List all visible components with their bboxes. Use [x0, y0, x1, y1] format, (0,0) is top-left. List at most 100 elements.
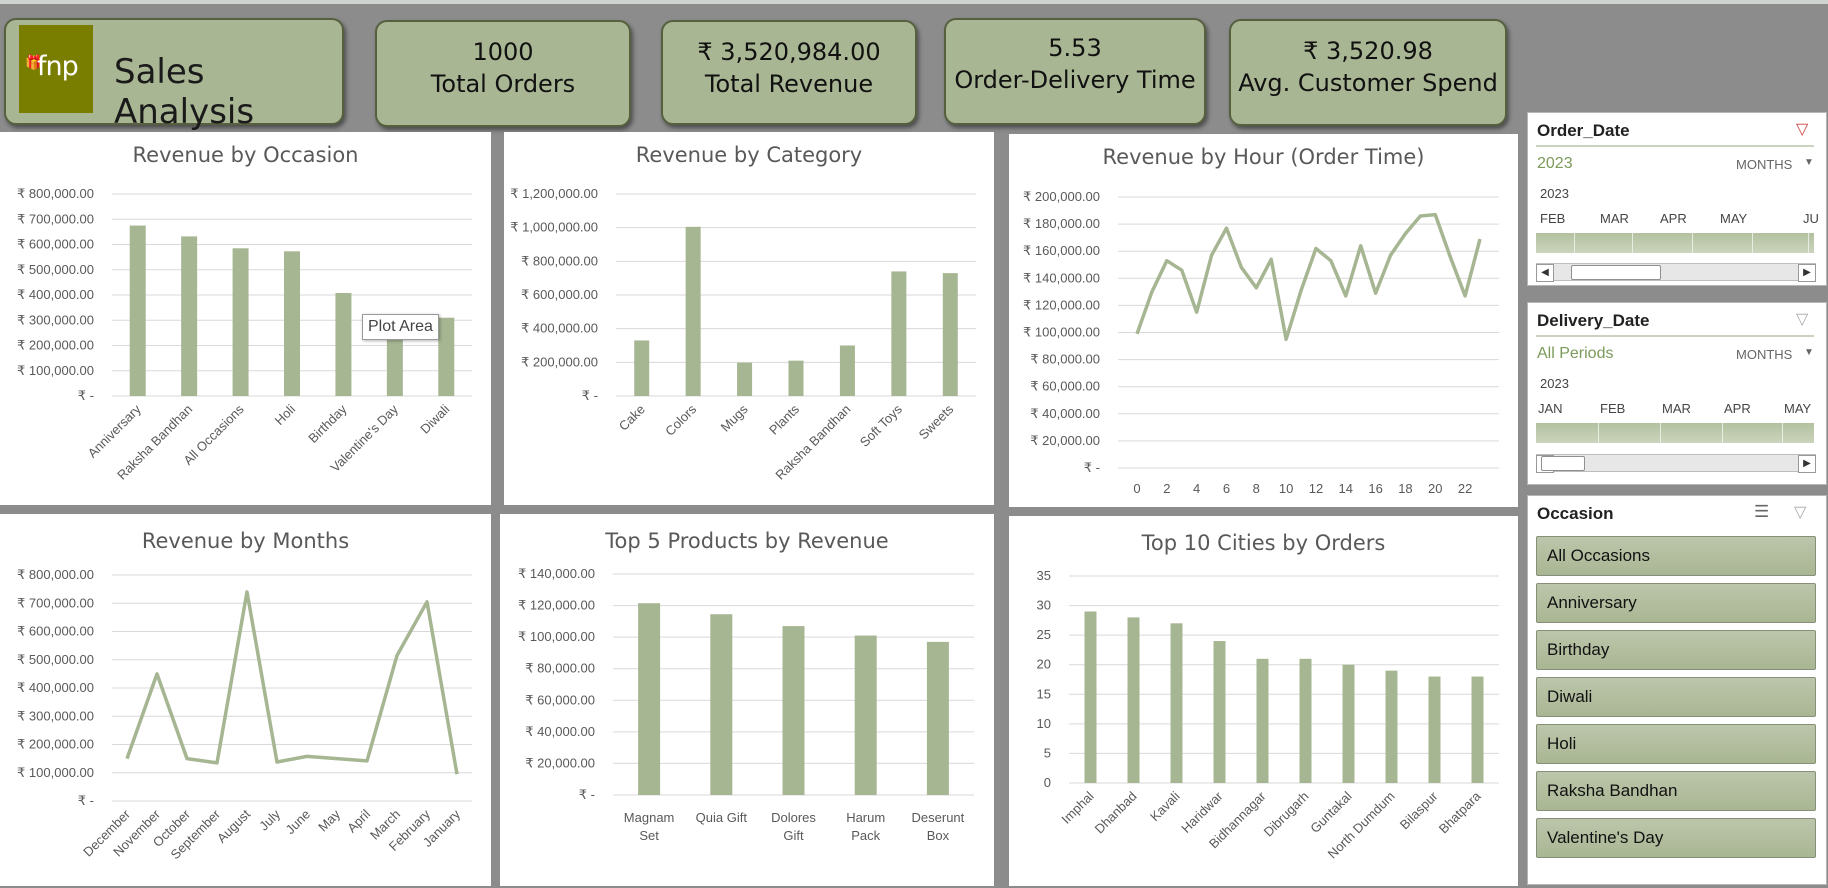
y-tick-label: ₹ 600,000.00: [521, 287, 598, 302]
chart-title: Revenue by Hour (Order Time): [1103, 145, 1425, 169]
timeline-year: 2023: [1540, 376, 1569, 391]
chart-revenue-by-months[interactable]: Revenue by Months ₹ - ₹ 100,000.00 ₹ 200,00…: [0, 514, 491, 886]
y-tick-label: ₹ 600,000.00: [17, 624, 94, 639]
kpi-value: ₹ 3,520,984.00: [697, 38, 881, 66]
x-tick-label: 22: [1458, 481, 1472, 496]
timeline-bar[interactable]: [1536, 233, 1814, 253]
x-tick-label: Set: [639, 828, 659, 843]
x-tick-label: Dolores: [771, 810, 816, 825]
timeline-month[interactable]: MAR: [1662, 401, 1691, 416]
occasion-item[interactable]: Raksha Bandhan: [1536, 771, 1816, 811]
bar: [839, 345, 855, 396]
timeline-bar[interactable]: [1536, 423, 1814, 443]
y-tick-label: ₹ 400,000.00: [17, 680, 94, 695]
bar: [788, 360, 804, 396]
occasion-item[interactable]: Anniversary: [1536, 583, 1816, 623]
x-tick-label: Dhanbad: [1092, 789, 1140, 837]
timeline-month[interactable]: MAY: [1784, 401, 1812, 416]
y-tick-label: ₹ 120,000.00: [1023, 297, 1100, 312]
y-tick-label: ₹ 400,000.00: [17, 287, 94, 302]
clear-filter-icon[interactable]: ▽: [1796, 311, 1809, 328]
bar: [942, 273, 958, 396]
timeline-month[interactable]: MAR: [1600, 211, 1629, 226]
order-date-timeline[interactable]: Order_Date ▽ 2023 MONTHS ▼ 2023 FEB MAR …: [1527, 112, 1827, 286]
chevron-down-icon[interactable]: ▼: [1804, 347, 1814, 358]
y-tick-label: ₹ 800,000.00: [17, 567, 94, 582]
chevron-down-icon[interactable]: ▼: [1804, 157, 1814, 168]
chart-top-products[interactable]: Top 5 Products by Revenue ₹ - ₹ 20,000.00 ₹…: [500, 514, 994, 886]
y-tick-label: ₹ 40,000.00: [1030, 406, 1100, 421]
multi-select-icon[interactable]: ☰: [1754, 502, 1770, 521]
top-strip: [0, 0, 1828, 4]
timeline-month[interactable]: JAN: [1538, 401, 1563, 416]
timeline-scrollbar[interactable]: ◀ ▶: [1536, 454, 1816, 473]
timeline-level[interactable]: MONTHS: [1736, 157, 1793, 172]
x-tick-label: 4: [1193, 481, 1200, 496]
x-tick-label: Holi: [272, 401, 299, 428]
y-tick-label: ₹ 20,000.00: [525, 755, 595, 770]
x-tick-label: 2: [1163, 481, 1170, 496]
y-tick-label: 10: [1037, 716, 1051, 731]
x-tick-label: Sweets: [916, 401, 957, 442]
y-tick-label: ₹ 60,000.00: [1030, 379, 1100, 394]
occasion-slicer[interactable]: Occasion ☰ ▽ All Occasions Anniversary B…: [1527, 495, 1827, 885]
x-tick-label: 8: [1253, 481, 1260, 496]
timeline-month[interactable]: APR: [1724, 401, 1751, 416]
x-tick-label: Box: [927, 828, 950, 843]
y-tick-label: ₹ 200,000.00: [521, 354, 598, 369]
cities-chart-svg: Top 10 Cities by Orders 0 5 10 15 20 25 30 35 Imp…: [1037, 531, 1499, 861]
x-tick-label: Birthday: [305, 401, 350, 446]
x-tick-label: Diwali: [417, 401, 452, 436]
chart-revenue-by-category[interactable]: Revenue by Category ₹ - ₹ 200,000.00 ₹ 400,…: [504, 132, 994, 505]
y-tick-label: ₹ 300,000.00: [17, 708, 94, 723]
y-tick-label: ₹ 140,000.00: [1023, 270, 1100, 285]
chart-revenue-by-hour[interactable]: Revenue by Hour (Order Time) ₹ - ₹ 20,000.…: [1009, 134, 1518, 507]
occasion-item[interactable]: Valentine's Day: [1536, 818, 1816, 858]
slicer-title: Occasion: [1537, 504, 1614, 523]
kpi-label: Total Orders: [430, 70, 576, 98]
scroll-left-arrow[interactable]: ◀: [1536, 264, 1554, 282]
timeline-month[interactable]: FEB: [1540, 211, 1566, 226]
y-tick-label: ₹ 100,000.00: [1023, 325, 1100, 340]
occasion-item[interactable]: Diwali: [1536, 677, 1816, 717]
scroll-right-arrow[interactable]: ▶: [1798, 264, 1816, 282]
delivery-date-timeline[interactable]: Delivery_Date ▽ All Periods MONTHS ▼ 202…: [1527, 302, 1827, 485]
timeline-month[interactable]: APR: [1660, 211, 1687, 226]
timeline-level[interactable]: MONTHS: [1736, 347, 1793, 362]
bar: [854, 635, 877, 795]
bar: [685, 226, 701, 396]
bar: [1342, 664, 1355, 783]
clear-filter-icon[interactable]: ▽: [1796, 121, 1809, 138]
chart-top-cities[interactable]: Top 10 Cities by Orders 0 5 10 15 20 25 30 35 Imp…: [1009, 516, 1518, 886]
chart-title: Revenue by Occasion: [133, 143, 359, 167]
x-tick-label: June: [283, 807, 314, 838]
clear-filter-icon[interactable]: ▽: [1794, 504, 1807, 521]
kpi-order-delivery-time: 5.53 Order-Delivery Time: [944, 18, 1206, 125]
y-tick-label: ₹ 160,000.00: [1023, 243, 1100, 258]
y-tick-label: 20: [1037, 657, 1051, 672]
kpi-label: Avg. Customer Spend: [1238, 69, 1498, 97]
x-tick-label: Colors: [662, 401, 700, 439]
timeline-month[interactable]: JU: [1803, 211, 1819, 226]
y-tick-label: ₹ 120,000.00: [518, 598, 595, 613]
series-line: [1135, 212, 1482, 342]
gift-icon: 🎁: [25, 55, 43, 71]
x-tick-label: 6: [1223, 481, 1230, 496]
occasion-item[interactable]: All Occasions: [1536, 536, 1816, 576]
bar: [1084, 611, 1097, 783]
timeline-scrollbar[interactable]: ◀ ▶: [1536, 263, 1816, 282]
y-tick-label: 25: [1037, 627, 1051, 642]
header-divider: [1536, 335, 1814, 337]
timeline-month[interactable]: MAY: [1720, 211, 1748, 226]
kpi-label: Order-Delivery Time: [954, 66, 1196, 94]
scroll-thumb[interactable]: [1571, 265, 1661, 280]
timeline-title: Order_Date: [1537, 121, 1630, 140]
scroll-thumb[interactable]: [1541, 456, 1585, 471]
series-line: [125, 590, 459, 775]
occasion-item[interactable]: Holi: [1536, 724, 1816, 764]
occasion-item[interactable]: Birthday: [1536, 630, 1816, 670]
y-tick-label: ₹ -: [582, 388, 598, 403]
scroll-right-arrow[interactable]: ▶: [1798, 455, 1816, 473]
timeline-month[interactable]: FEB: [1600, 401, 1626, 416]
chart-title: Revenue by Months: [142, 529, 349, 553]
